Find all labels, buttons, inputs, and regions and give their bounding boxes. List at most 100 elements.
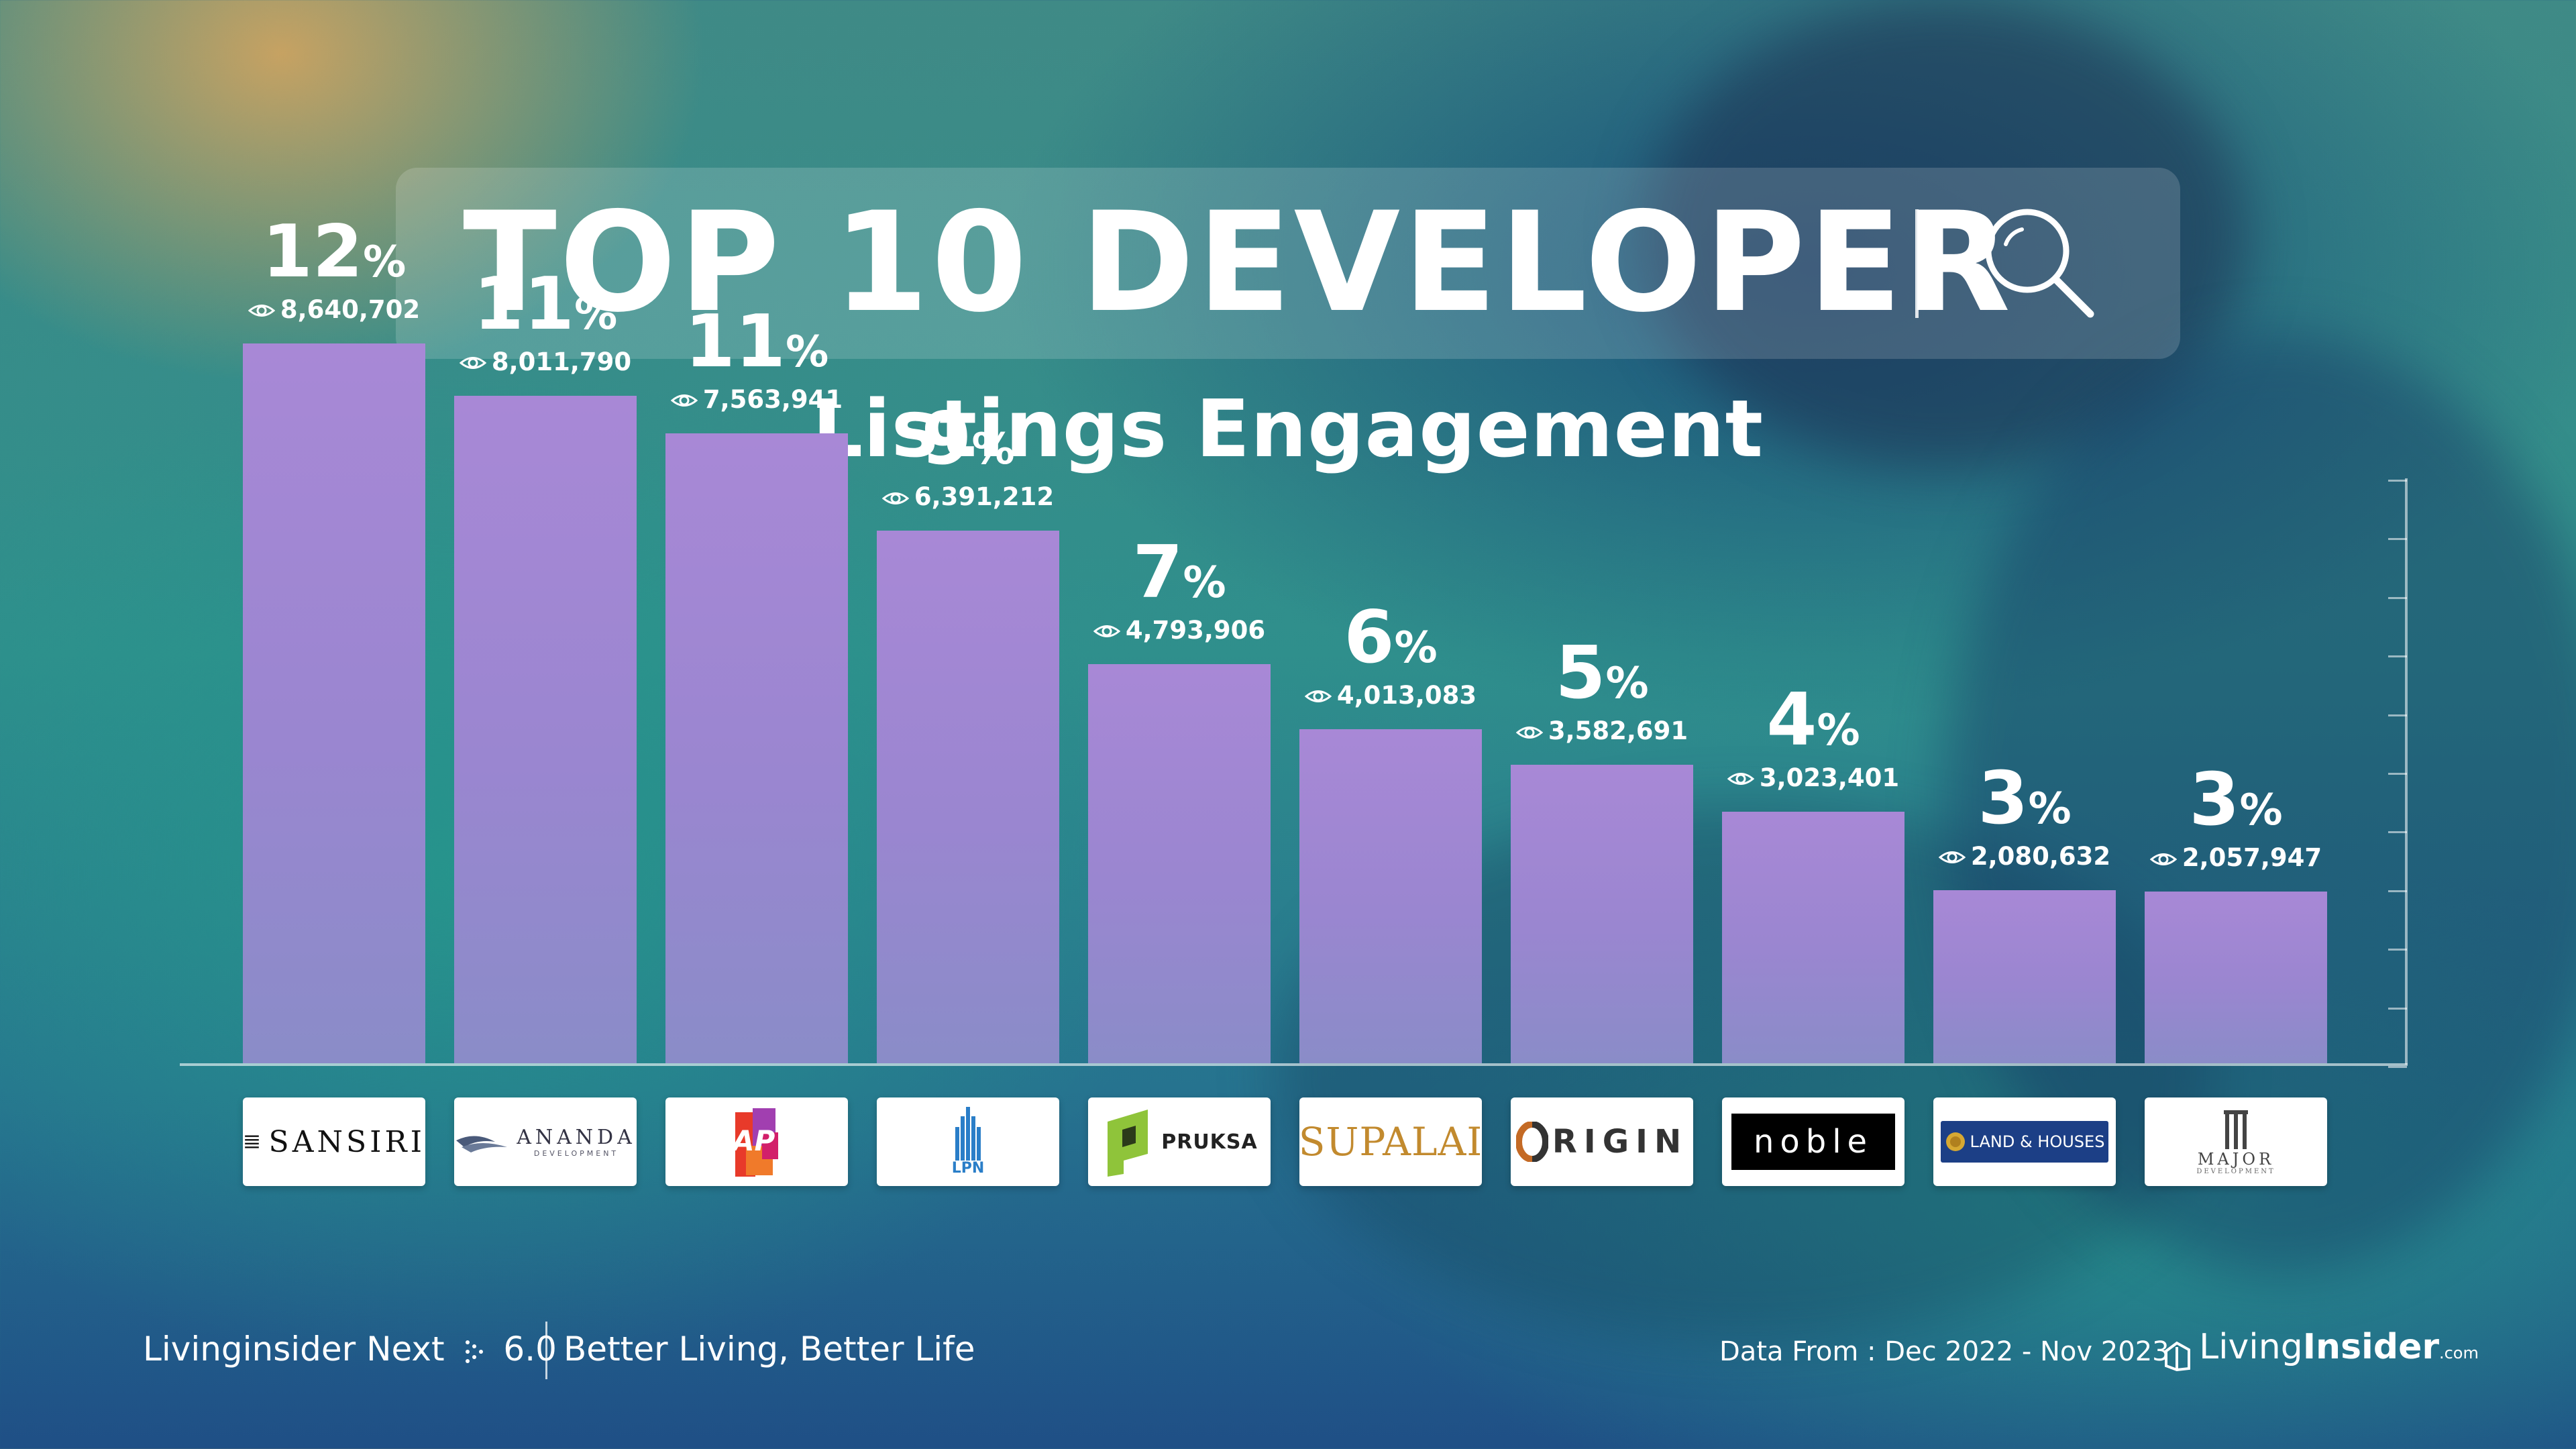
- percent-label: 11%: [649, 305, 864, 378]
- footer-version: 6.0: [503, 1330, 557, 1368]
- percent-symbol: %: [1394, 623, 1438, 673]
- percent-value: 5: [1555, 631, 1606, 716]
- sansiri-logo-text: SANSIRI: [268, 1124, 425, 1159]
- eye-icon: [459, 357, 486, 370]
- views-label: 4,793,906: [1072, 616, 1287, 645]
- percent-label: 3%: [1917, 762, 2132, 835]
- percent-label: 3%: [2129, 764, 2343, 837]
- bar: [1088, 663, 1271, 1063]
- views-value: 2,057,947: [2182, 843, 2322, 873]
- axis-tick: [2388, 596, 2407, 599]
- views-value: 2,080,632: [1970, 841, 2111, 871]
- title-box: TOP 10 DEVELOPER: [396, 168, 2180, 359]
- percent-label: 6%: [1283, 601, 1498, 674]
- views-label: 8,011,790: [438, 347, 653, 376]
- footer-brand: Livinginsider Next 6.0: [143, 1330, 557, 1368]
- eye-icon: [1938, 851, 1966, 864]
- percent-label: 11%: [438, 268, 653, 341]
- land-houses-emblem-icon: [1945, 1132, 1965, 1151]
- views-value: 4,793,906: [1125, 615, 1266, 645]
- noble-logo-text: noble: [1753, 1123, 1874, 1161]
- percent-value: 9: [921, 397, 972, 482]
- supalai-logo-text: SUPALAI: [1299, 1119, 1482, 1165]
- logo-supalai: SUPALAI: [1299, 1097, 1482, 1186]
- axis-tick: [2388, 714, 2407, 716]
- axis-tick: [2388, 655, 2407, 658]
- right-axis-line: [2405, 478, 2408, 1065]
- percent-symbol: %: [1183, 557, 1226, 608]
- bar: [665, 433, 848, 1063]
- percent-label: 12%: [227, 215, 441, 288]
- percent-symbol: %: [363, 237, 407, 287]
- percent-value: 11: [684, 299, 786, 384]
- bar: [1933, 890, 2116, 1063]
- percent-symbol: %: [1605, 659, 1649, 709]
- noble-logo-box: noble: [1731, 1114, 1895, 1170]
- ap-logo-mark: [735, 1108, 778, 1177]
- chart-baseline: [180, 1063, 2408, 1066]
- views-value: 8,640,702: [280, 294, 421, 324]
- eye-icon: [1727, 773, 1754, 785]
- bar: [454, 395, 637, 1063]
- axis-tick: [2388, 773, 2407, 775]
- major-tower-icon: [2224, 1110, 2248, 1149]
- eye-icon: [881, 492, 909, 504]
- logo-major: MAJOR DEVELOPMENT: [2145, 1097, 2327, 1186]
- logo-sansiri: SANSIRI: [243, 1097, 425, 1186]
- views-label: 2,080,632: [1917, 842, 2132, 871]
- views-label: 2,057,947: [2129, 843, 2343, 872]
- views-value: 3,023,401: [1759, 763, 1900, 792]
- chart-subtitle: Listings Engagement: [812, 382, 1764, 475]
- percent-symbol: %: [1817, 705, 1860, 755]
- eye-icon: [1093, 625, 1120, 638]
- major-logo-subtext: DEVELOPMENT: [2196, 1167, 2275, 1175]
- search-icon: [1985, 209, 2094, 318]
- percent-value: 11: [473, 262, 575, 346]
- footer-data-range: Data From : Dec 2022 - Nov 2023: [1719, 1336, 2169, 1367]
- percent-value: 6: [1344, 595, 1395, 680]
- views-value: 6,391,212: [914, 482, 1055, 512]
- axis-tick: [2388, 1007, 2407, 1010]
- logo-lpn: LPN: [877, 1097, 1059, 1186]
- axis-tick: [2388, 480, 2407, 482]
- bar: [1722, 811, 1904, 1063]
- axis-tick: [2388, 949, 2407, 951]
- logo-origin: RIGIN: [1511, 1097, 1693, 1186]
- footer-brand-prefix: Livinginsider Next: [143, 1330, 445, 1368]
- bar: [1299, 729, 1482, 1063]
- axis-tick: [2388, 890, 2407, 892]
- logo-ap: AP: [665, 1097, 848, 1186]
- views-value: 3,582,691: [1548, 716, 1688, 746]
- sansiri-mark-icon: [245, 1135, 259, 1148]
- logo-pruksa: PRUKSA: [1088, 1097, 1271, 1186]
- percent-symbol: %: [2028, 784, 2072, 834]
- logo-noble: noble: [1722, 1097, 1904, 1186]
- views-value: 7,563,941: [702, 384, 843, 414]
- eye-icon: [248, 305, 275, 317]
- percent-value: 12: [262, 209, 364, 294]
- bar: [2145, 892, 2327, 1063]
- axis-tick: [2388, 538, 2407, 541]
- land-houses-logo-box: LAND & HOUSES: [1941, 1121, 2108, 1163]
- views-label: 7,563,941: [649, 385, 864, 414]
- ananda-logo-subtext: DEVELOPMENT: [533, 1149, 619, 1158]
- percent-value: 3: [1978, 756, 2029, 841]
- axis-tick: [2388, 1066, 2407, 1068]
- percent-label: 9%: [861, 403, 1075, 476]
- axis-tick: [2388, 831, 2407, 834]
- bar: [243, 343, 425, 1063]
- pruksa-logo-mark: [1108, 1110, 1148, 1177]
- eye-icon: [1304, 690, 1332, 703]
- lpn-logo-text: LPN: [951, 1160, 985, 1177]
- percent-value: 3: [2189, 758, 2240, 843]
- major-logo-text: MAJOR: [2197, 1149, 2275, 1169]
- percent-symbol: %: [574, 289, 618, 339]
- percent-symbol: %: [786, 327, 829, 377]
- views-label: 4,013,083: [1283, 681, 1498, 710]
- pruksa-logo-text: PRUKSA: [1161, 1130, 1258, 1154]
- percent-symbol: %: [2239, 786, 2283, 836]
- views-label: 6,391,212: [861, 482, 1075, 511]
- percent-label: 5%: [1495, 637, 1709, 710]
- percent-label: 7%: [1072, 536, 1287, 609]
- footer-tagline: Better Living, Better Life: [564, 1330, 975, 1368]
